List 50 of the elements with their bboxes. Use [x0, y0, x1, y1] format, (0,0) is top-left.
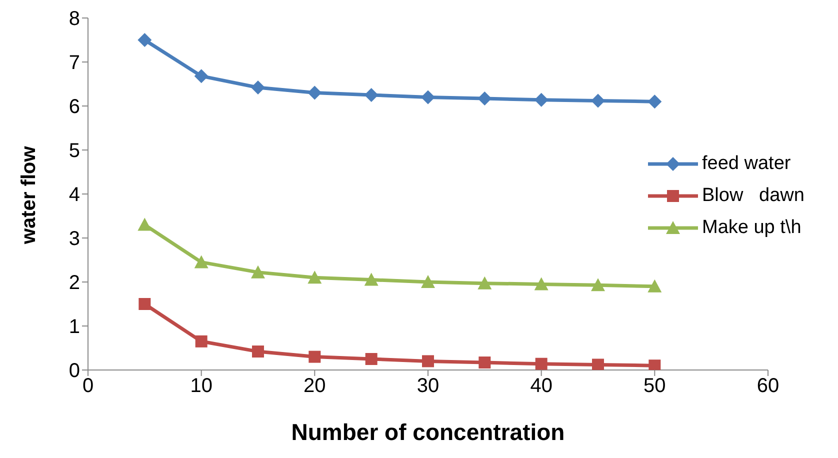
point: [251, 265, 265, 278]
y-tick-label: 0: [68, 360, 80, 382]
point: [251, 80, 265, 95]
point: [534, 277, 548, 290]
y-tick-label: 1: [68, 316, 80, 338]
point: [138, 33, 152, 47]
point: [308, 350, 321, 363]
legend-label: feed water: [702, 153, 791, 175]
x-tick-label: 10: [190, 375, 212, 398]
x-axis-title: Number of concentration: [291, 419, 565, 445]
x-tick-label: 50: [644, 375, 666, 398]
point: [478, 92, 492, 106]
point: [308, 86, 322, 100]
y-axis-title: water flow: [18, 146, 40, 245]
point: [365, 353, 378, 365]
y-tick-label: 5: [68, 140, 80, 162]
point: [421, 275, 435, 288]
point: [194, 69, 208, 84]
point: [422, 355, 434, 368]
point: [478, 356, 491, 369]
y-tick-label: 8: [68, 8, 80, 30]
y-tick-label: 3: [68, 228, 80, 250]
point: [478, 276, 492, 290]
y-tick-label: 6: [68, 96, 80, 118]
point: [252, 346, 264, 358]
point: [364, 88, 378, 102]
point: [591, 94, 605, 108]
point: [648, 94, 662, 109]
point: [534, 92, 548, 107]
legend-label: Blow dawn: [702, 185, 804, 207]
point: [194, 255, 208, 268]
point: [195, 335, 208, 348]
x-tick-label: 20: [304, 375, 326, 398]
point: [364, 272, 378, 286]
y-tick-label: 7: [68, 52, 80, 74]
point: [421, 90, 435, 104]
point: [648, 360, 661, 370]
y-tick-label: 2: [68, 272, 80, 294]
point: [592, 358, 604, 370]
y-tick-label: 4: [68, 184, 80, 206]
legend-label: Make up t\h: [702, 217, 802, 239]
point: [138, 298, 151, 310]
x-tick-label: 30: [416, 375, 440, 398]
point: [138, 218, 152, 231]
point: [591, 278, 605, 292]
x-tick-label: 40: [530, 375, 552, 398]
point: [308, 270, 322, 284]
x-tick-label: 60: [756, 375, 780, 398]
point: [535, 358, 548, 370]
point: [648, 279, 662, 292]
